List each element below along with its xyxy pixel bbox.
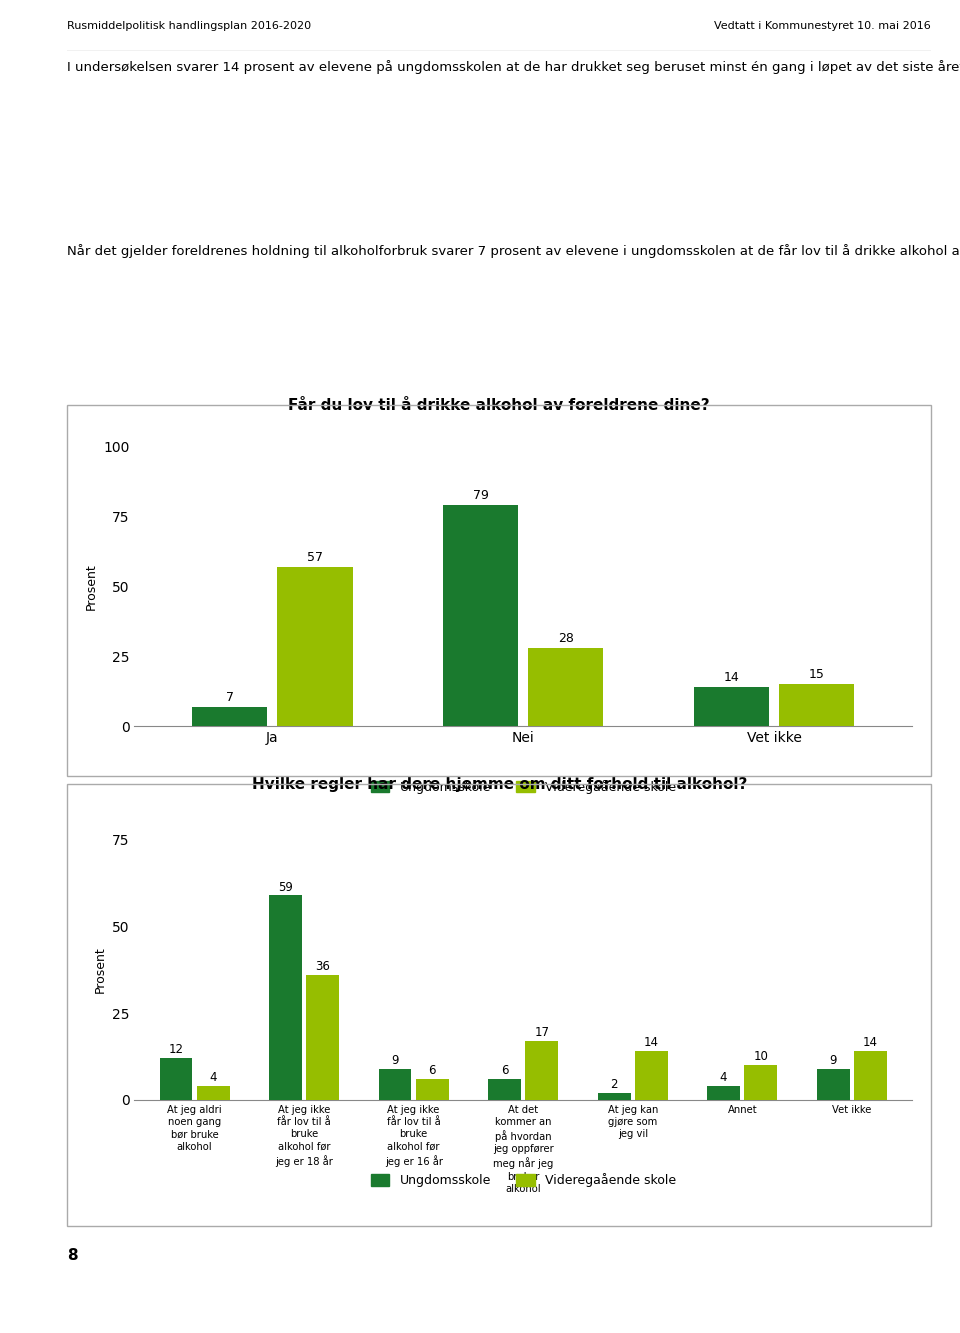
Text: Hvilke regler har dere hjemme om ditt forhold til alkohol?: Hvilke regler har dere hjemme om ditt fo… [252,777,747,792]
Text: I undersøkelsen svarer 14 prosent av elevene på ungdomsskolen at de har drukket : I undersøkelsen svarer 14 prosent av ele… [67,60,960,73]
Text: 7: 7 [226,690,233,704]
Text: Når det gjelder foreldrenes holdning til alkoholforbruk svarer 7 prosent av elev: Når det gjelder foreldrenes holdning til… [67,244,960,257]
Text: 2: 2 [611,1078,618,1090]
Text: 9: 9 [392,1054,398,1066]
Text: 17: 17 [535,1026,549,1040]
Text: 14: 14 [863,1037,877,1049]
Bar [306,974,339,1100]
Bar [780,685,854,726]
Bar [694,688,769,726]
Bar [277,567,352,726]
Bar [378,1069,412,1100]
Text: 6: 6 [428,1064,436,1077]
Text: 15: 15 [808,668,825,681]
Bar [635,1052,668,1100]
Bar [192,706,267,726]
Bar [528,648,604,726]
Bar [708,1086,740,1100]
Bar [159,1058,192,1100]
Text: 9: 9 [829,1054,837,1066]
Text: 14: 14 [724,670,739,684]
Text: 8: 8 [67,1248,78,1264]
Text: 12: 12 [169,1044,183,1056]
Text: 10: 10 [754,1050,768,1064]
Text: 4: 4 [720,1072,728,1084]
Text: Vedtatt i Kommunestyret 10. mai 2016: Vedtatt i Kommunestyret 10. mai 2016 [714,20,931,31]
Text: 28: 28 [558,632,574,645]
Text: 79: 79 [472,489,489,503]
Legend: Ungdomsskole, Videregaående skole: Ungdomsskole, Videregaående skole [366,1168,681,1192]
Y-axis label: Prosent: Prosent [84,563,98,611]
Legend: Ungdomsskole, Videregaående skole: Ungdomsskole, Videregaående skole [366,774,681,798]
Text: 36: 36 [315,960,330,973]
Bar [269,896,302,1100]
Bar [443,505,518,726]
Bar [744,1065,778,1100]
Bar [525,1041,559,1100]
Bar [854,1052,887,1100]
Bar [197,1086,229,1100]
Bar [416,1078,448,1100]
Text: 59: 59 [278,881,293,893]
Bar [598,1093,631,1100]
Text: 14: 14 [644,1037,659,1049]
Y-axis label: Prosent: Prosent [93,946,107,993]
Text: 4: 4 [209,1072,217,1084]
Text: 6: 6 [501,1064,509,1077]
Text: 57: 57 [307,551,323,564]
Bar [817,1069,850,1100]
Text: Rusmiddelpolitisk handlingsplan 2016-2020: Rusmiddelpolitisk handlingsplan 2016-202… [67,20,311,31]
Bar [488,1078,521,1100]
Text: Får du lov til å drikke alkohol av foreldrene dine?: Får du lov til å drikke alkohol av forel… [288,399,710,413]
